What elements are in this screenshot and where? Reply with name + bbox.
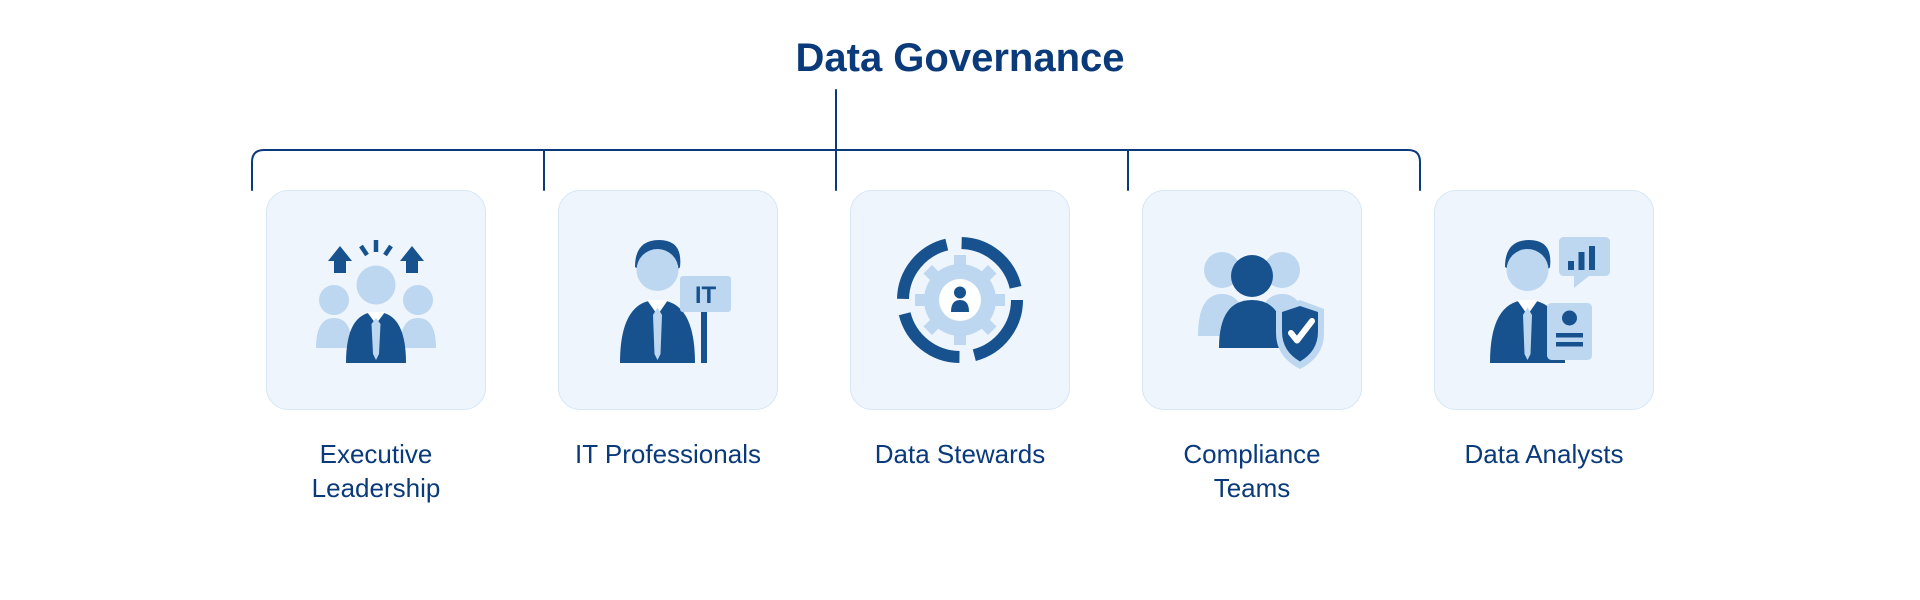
label-executive-leadership: ExecutiveLeadership bbox=[312, 438, 441, 506]
steward-icon bbox=[885, 225, 1035, 375]
node-data-stewards: Data Stewards bbox=[850, 190, 1070, 506]
card-compliance-teams bbox=[1142, 190, 1362, 410]
card-data-analysts bbox=[1434, 190, 1654, 410]
node-data-analysts: Data Analysts bbox=[1434, 190, 1654, 506]
it-sign-text: IT bbox=[695, 282, 717, 309]
label-it-professionals: IT Professionals bbox=[575, 438, 761, 472]
compliance-icon bbox=[1177, 225, 1327, 375]
label-data-analysts: Data Analysts bbox=[1465, 438, 1624, 472]
label-compliance-teams: Compliance Teams bbox=[1142, 438, 1362, 506]
analyst-icon bbox=[1469, 225, 1619, 375]
leadership-icon bbox=[301, 225, 451, 375]
node-compliance-teams: Compliance Teams bbox=[1142, 190, 1362, 506]
node-executive-leadership: ExecutiveLeadership bbox=[266, 190, 486, 506]
card-data-stewards bbox=[850, 190, 1070, 410]
card-it-professionals: IT bbox=[558, 190, 778, 410]
diagram-title: Data Governance bbox=[795, 36, 1124, 81]
label-data-stewards: Data Stewards bbox=[875, 438, 1046, 472]
card-executive-leadership bbox=[266, 190, 486, 410]
it-pro-icon: IT bbox=[593, 225, 743, 375]
cards-row: ExecutiveLeadership IT IT Professionals bbox=[266, 190, 1654, 506]
node-it-professionals: IT IT Professionals bbox=[558, 190, 778, 506]
